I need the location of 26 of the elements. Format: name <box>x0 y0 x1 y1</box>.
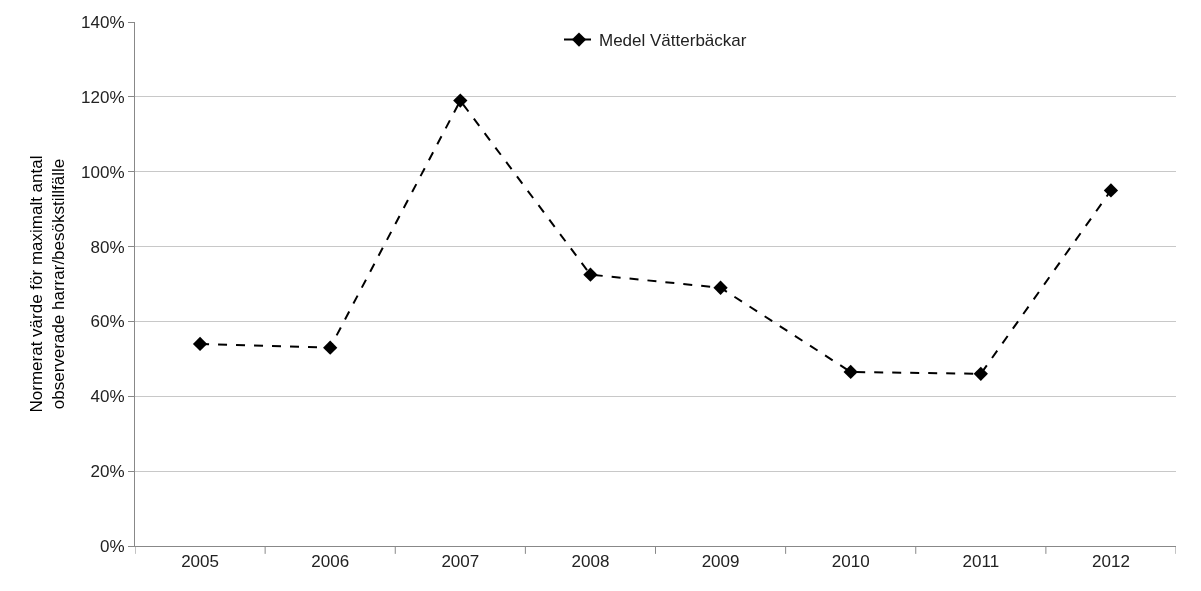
y-tick-label: 40% <box>90 387 125 407</box>
point <box>583 267 598 282</box>
y-tick-label: 20% <box>90 462 125 482</box>
y-tick-label: 60% <box>90 312 125 332</box>
legend-label: Medel Vätterbäckar <box>599 31 747 51</box>
y-tick-label: 120% <box>81 87 125 107</box>
x-tick-label: 2007 <box>441 552 480 572</box>
y-axis-title: Normerat värde för maximalt antal observerade harrar/besökstillfälle <box>26 155 68 413</box>
x-tick-label: 2006 <box>311 552 350 572</box>
x-tick-label: 2008 <box>571 552 610 572</box>
y-tick-label: 80% <box>90 237 125 257</box>
point <box>192 336 208 352</box>
x-tick-label: 2010 <box>831 552 870 572</box>
y-tick-label: 100% <box>81 162 125 182</box>
x-tick-label: 2011 <box>962 552 1000 572</box>
point <box>843 364 858 380</box>
x-tick-label: 2012 <box>1092 552 1130 572</box>
point <box>1103 183 1119 198</box>
point <box>973 366 988 381</box>
x-tick-label: 2009 <box>701 552 740 572</box>
point <box>453 93 468 108</box>
point <box>323 340 338 355</box>
y-tick-label: 140% <box>81 12 125 32</box>
y-tick-label: 0% <box>100 536 125 556</box>
x-tick-label: 2005 <box>181 552 219 572</box>
point <box>713 280 728 295</box>
